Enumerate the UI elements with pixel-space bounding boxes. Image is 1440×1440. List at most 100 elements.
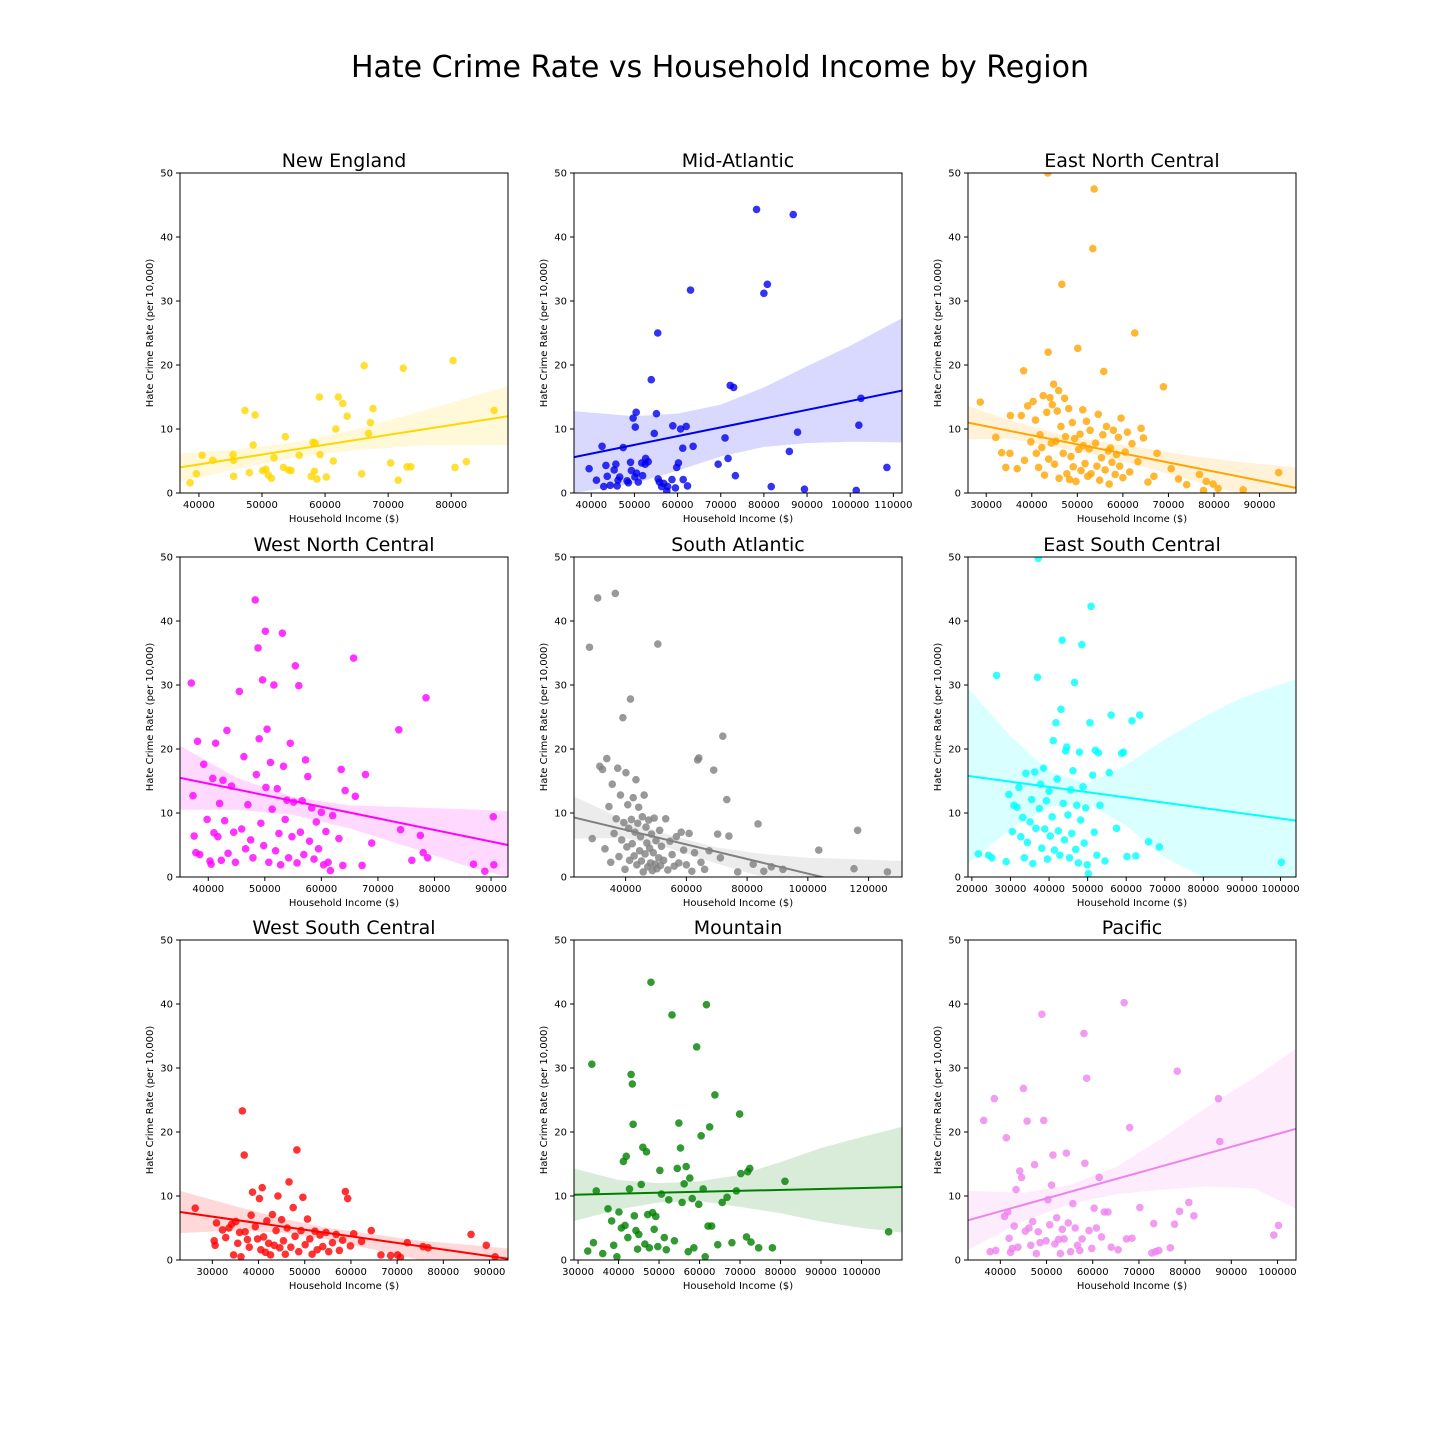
data-point (1002, 1133, 1011, 1142)
data-point (1077, 466, 1085, 475)
data-point (1095, 476, 1104, 485)
y-tick-label: 10 (948, 425, 961, 436)
data-point (729, 383, 738, 392)
x-axis-label: Household Income ($) (683, 514, 793, 525)
data-point (1069, 1199, 1077, 1208)
data-point (682, 422, 691, 431)
data-point (1119, 473, 1127, 482)
data-point (997, 448, 1006, 457)
data-point (233, 1239, 242, 1248)
data-point (1042, 797, 1051, 805)
y-tick-label: 50 (554, 553, 567, 564)
y-tick-label: 20 (160, 1128, 173, 1139)
data-point (259, 1233, 268, 1241)
regression-line (574, 1186, 902, 1196)
y-tick-label: 50 (948, 936, 961, 947)
data-point (1199, 486, 1208, 493)
data-point (613, 482, 621, 490)
data-point (1095, 1173, 1103, 1182)
confidence-band (968, 1048, 1296, 1250)
data-point (1112, 824, 1121, 833)
data-point (315, 393, 324, 401)
data-point (266, 758, 275, 767)
y-axis-label: Hate Crime Rate (per 10,000) (145, 1026, 156, 1175)
data-point (1010, 1222, 1018, 1230)
data-point (1015, 783, 1023, 792)
data-point (313, 1245, 322, 1254)
x-tick-label: 50000 (643, 1267, 675, 1278)
data-point (653, 329, 662, 337)
data-point (361, 770, 370, 779)
data-point (367, 1226, 376, 1235)
data-point (1130, 329, 1139, 337)
data-point (660, 1233, 669, 1242)
data-point (351, 792, 360, 801)
data-point (631, 423, 640, 431)
data-point (610, 466, 618, 474)
data-point (1105, 480, 1114, 488)
data-point (308, 1250, 316, 1259)
data-point (369, 404, 377, 413)
data-point (195, 850, 204, 859)
data-point (630, 852, 638, 860)
data-point (1050, 460, 1059, 469)
data-point (1102, 422, 1111, 431)
data-point (1043, 173, 1052, 177)
data-point (1026, 818, 1034, 826)
y-axis-label: Hate Crime Rate (per 10,000) (539, 643, 550, 792)
data-point (1136, 1203, 1144, 1212)
subplot-new-england: New England 40000 50000 60000 70000 80000 0 10 2… (145, 150, 509, 525)
data-point (679, 475, 687, 484)
data-point (763, 280, 772, 289)
subplot-title: Mid-Atlantic (682, 150, 794, 172)
subplot-title: East North Central (1044, 150, 1219, 172)
data-point (654, 1242, 662, 1251)
data-point (1049, 1151, 1057, 1159)
data-point (220, 816, 229, 825)
data-point (1035, 804, 1044, 813)
data-point (240, 1151, 249, 1159)
data-point (1039, 764, 1048, 772)
data-point (270, 681, 278, 689)
data-point (1065, 854, 1074, 862)
data-point (251, 411, 259, 419)
data-point (1073, 801, 1081, 810)
data-point (1068, 418, 1077, 427)
data-point (1070, 434, 1079, 443)
y-tick-label: 10 (554, 425, 567, 436)
data-point (341, 1187, 350, 1196)
x-tick-label: 100000 (842, 1267, 880, 1278)
data-point (1107, 1243, 1116, 1251)
data-point (742, 1233, 751, 1241)
data-point (1015, 1167, 1024, 1175)
data-point (754, 820, 762, 828)
data-point (628, 839, 637, 848)
x-tick-label: 40000 (192, 884, 224, 895)
x-tick-label: 50000 (619, 500, 651, 511)
data-point (1125, 468, 1134, 476)
data-point (612, 460, 620, 469)
data-point (278, 629, 287, 637)
data-point (1014, 1243, 1022, 1251)
data-point (1076, 430, 1084, 438)
data-point (1059, 799, 1068, 808)
data-point (1088, 1244, 1096, 1253)
data-point (1068, 829, 1076, 838)
y-tick-label: 50 (948, 553, 961, 564)
data-point (275, 1244, 284, 1252)
data-point (1123, 852, 1131, 861)
data-point (883, 463, 891, 472)
data-point (1038, 443, 1046, 452)
data-point (289, 1203, 297, 1212)
data-point (261, 627, 270, 636)
data-point (678, 1198, 686, 1207)
data-point (258, 676, 267, 684)
data-point (1058, 636, 1066, 644)
data-point (664, 866, 672, 874)
data-point (639, 868, 648, 876)
data-point (1202, 477, 1211, 486)
data-point (1031, 416, 1040, 424)
data-point (1064, 811, 1072, 819)
data-point (377, 1251, 385, 1259)
x-tick-label: 80000 (435, 500, 467, 511)
